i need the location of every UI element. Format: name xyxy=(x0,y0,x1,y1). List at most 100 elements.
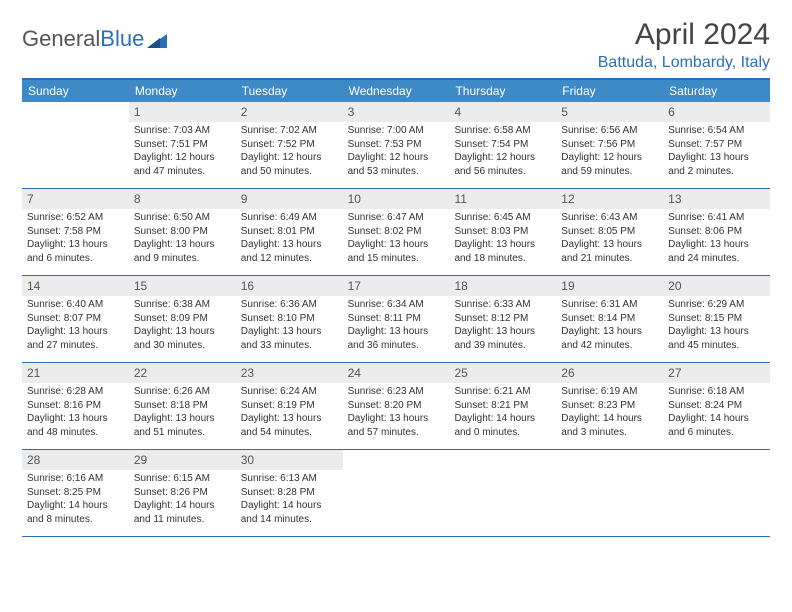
day-number: 26 xyxy=(556,363,663,383)
day-number: 27 xyxy=(663,363,770,383)
empty-cell xyxy=(449,450,556,536)
day-details: Sunrise: 6:18 AMSunset: 8:24 PMDaylight:… xyxy=(663,383,770,443)
week-row: 21Sunrise: 6:28 AMSunset: 8:16 PMDayligh… xyxy=(22,363,770,450)
day-number: 21 xyxy=(22,363,129,383)
weekday-friday: Friday xyxy=(556,80,663,102)
day-number: 13 xyxy=(663,189,770,209)
day-number: 2 xyxy=(236,102,343,122)
weekday-thursday: Thursday xyxy=(449,80,556,102)
empty-cell xyxy=(22,102,129,188)
week-row: 28Sunrise: 6:16 AMSunset: 8:25 PMDayligh… xyxy=(22,450,770,537)
day-cell: 24Sunrise: 6:23 AMSunset: 8:20 PMDayligh… xyxy=(343,363,450,449)
week-row: 7Sunrise: 6:52 AMSunset: 7:58 PMDaylight… xyxy=(22,189,770,276)
weekday-wednesday: Wednesday xyxy=(343,80,450,102)
day-number: 8 xyxy=(129,189,236,209)
logo-text-2: Blue xyxy=(100,26,144,52)
day-number: 20 xyxy=(663,276,770,296)
day-cell: 1Sunrise: 7:03 AMSunset: 7:51 PMDaylight… xyxy=(129,102,236,188)
day-details: Sunrise: 6:45 AMSunset: 8:03 PMDaylight:… xyxy=(449,209,556,269)
day-number: 24 xyxy=(343,363,450,383)
month-title: April 2024 xyxy=(598,18,770,52)
day-number: 15 xyxy=(129,276,236,296)
weekday-saturday: Saturday xyxy=(663,80,770,102)
day-cell: 3Sunrise: 7:00 AMSunset: 7:53 PMDaylight… xyxy=(343,102,450,188)
week-row: 1Sunrise: 7:03 AMSunset: 7:51 PMDaylight… xyxy=(22,102,770,189)
title-block: April 2024 Battuda, Lombardy, Italy xyxy=(598,18,770,72)
day-cell: 5Sunrise: 6:56 AMSunset: 7:56 PMDaylight… xyxy=(556,102,663,188)
day-number: 25 xyxy=(449,363,556,383)
day-cell: 29Sunrise: 6:15 AMSunset: 8:26 PMDayligh… xyxy=(129,450,236,536)
day-number: 28 xyxy=(22,450,129,470)
day-number: 22 xyxy=(129,363,236,383)
day-number: 16 xyxy=(236,276,343,296)
day-number: 23 xyxy=(236,363,343,383)
day-cell: 6Sunrise: 6:54 AMSunset: 7:57 PMDaylight… xyxy=(663,102,770,188)
day-details: Sunrise: 6:56 AMSunset: 7:56 PMDaylight:… xyxy=(556,122,663,182)
day-cell: 13Sunrise: 6:41 AMSunset: 8:06 PMDayligh… xyxy=(663,189,770,275)
location: Battuda, Lombardy, Italy xyxy=(598,54,770,72)
day-cell: 15Sunrise: 6:38 AMSunset: 8:09 PMDayligh… xyxy=(129,276,236,362)
day-number: 19 xyxy=(556,276,663,296)
day-number: 30 xyxy=(236,450,343,470)
day-number: 1 xyxy=(129,102,236,122)
weekday-monday: Monday xyxy=(129,80,236,102)
weekday-header: SundayMondayTuesdayWednesdayThursdayFrid… xyxy=(22,80,770,102)
calendar-body: 1Sunrise: 7:03 AMSunset: 7:51 PMDaylight… xyxy=(22,102,770,537)
day-details: Sunrise: 7:03 AMSunset: 7:51 PMDaylight:… xyxy=(129,122,236,182)
day-details: Sunrise: 7:00 AMSunset: 7:53 PMDaylight:… xyxy=(343,122,450,182)
day-number: 7 xyxy=(22,189,129,209)
day-details: Sunrise: 6:54 AMSunset: 7:57 PMDaylight:… xyxy=(663,122,770,182)
day-number: 29 xyxy=(129,450,236,470)
day-cell: 16Sunrise: 6:36 AMSunset: 8:10 PMDayligh… xyxy=(236,276,343,362)
day-details: Sunrise: 6:36 AMSunset: 8:10 PMDaylight:… xyxy=(236,296,343,356)
day-details: Sunrise: 6:28 AMSunset: 8:16 PMDaylight:… xyxy=(22,383,129,443)
day-number: 3 xyxy=(343,102,450,122)
day-cell: 23Sunrise: 6:24 AMSunset: 8:19 PMDayligh… xyxy=(236,363,343,449)
day-details: Sunrise: 6:34 AMSunset: 8:11 PMDaylight:… xyxy=(343,296,450,356)
day-details: Sunrise: 7:02 AMSunset: 7:52 PMDaylight:… xyxy=(236,122,343,182)
day-cell: 19Sunrise: 6:31 AMSunset: 8:14 PMDayligh… xyxy=(556,276,663,362)
day-cell: 18Sunrise: 6:33 AMSunset: 8:12 PMDayligh… xyxy=(449,276,556,362)
day-number: 4 xyxy=(449,102,556,122)
day-details: Sunrise: 6:49 AMSunset: 8:01 PMDaylight:… xyxy=(236,209,343,269)
day-cell: 14Sunrise: 6:40 AMSunset: 8:07 PMDayligh… xyxy=(22,276,129,362)
day-details: Sunrise: 6:13 AMSunset: 8:28 PMDaylight:… xyxy=(236,470,343,530)
day-details: Sunrise: 6:43 AMSunset: 8:05 PMDaylight:… xyxy=(556,209,663,269)
day-details: Sunrise: 6:33 AMSunset: 8:12 PMDaylight:… xyxy=(449,296,556,356)
calendar: SundayMondayTuesdayWednesdayThursdayFrid… xyxy=(22,78,770,537)
empty-cell xyxy=(663,450,770,536)
day-cell: 22Sunrise: 6:26 AMSunset: 8:18 PMDayligh… xyxy=(129,363,236,449)
day-details: Sunrise: 6:21 AMSunset: 8:21 PMDaylight:… xyxy=(449,383,556,443)
day-details: Sunrise: 6:50 AMSunset: 8:00 PMDaylight:… xyxy=(129,209,236,269)
day-cell: 4Sunrise: 6:58 AMSunset: 7:54 PMDaylight… xyxy=(449,102,556,188)
day-cell: 27Sunrise: 6:18 AMSunset: 8:24 PMDayligh… xyxy=(663,363,770,449)
day-cell: 12Sunrise: 6:43 AMSunset: 8:05 PMDayligh… xyxy=(556,189,663,275)
day-cell: 30Sunrise: 6:13 AMSunset: 8:28 PMDayligh… xyxy=(236,450,343,536)
weekday-sunday: Sunday xyxy=(22,80,129,102)
day-details: Sunrise: 6:26 AMSunset: 8:18 PMDaylight:… xyxy=(129,383,236,443)
day-cell: 20Sunrise: 6:29 AMSunset: 8:15 PMDayligh… xyxy=(663,276,770,362)
day-details: Sunrise: 6:40 AMSunset: 8:07 PMDaylight:… xyxy=(22,296,129,356)
week-row: 14Sunrise: 6:40 AMSunset: 8:07 PMDayligh… xyxy=(22,276,770,363)
day-details: Sunrise: 6:58 AMSunset: 7:54 PMDaylight:… xyxy=(449,122,556,182)
day-cell: 7Sunrise: 6:52 AMSunset: 7:58 PMDaylight… xyxy=(22,189,129,275)
day-cell: 2Sunrise: 7:02 AMSunset: 7:52 PMDaylight… xyxy=(236,102,343,188)
logo: GeneralBlue xyxy=(22,26,167,52)
day-cell: 8Sunrise: 6:50 AMSunset: 8:00 PMDaylight… xyxy=(129,189,236,275)
day-number: 17 xyxy=(343,276,450,296)
day-details: Sunrise: 6:31 AMSunset: 8:14 PMDaylight:… xyxy=(556,296,663,356)
logo-text-1: General xyxy=(22,26,100,52)
day-details: Sunrise: 6:15 AMSunset: 8:26 PMDaylight:… xyxy=(129,470,236,530)
day-cell: 25Sunrise: 6:21 AMSunset: 8:21 PMDayligh… xyxy=(449,363,556,449)
day-number: 9 xyxy=(236,189,343,209)
weekday-tuesday: Tuesday xyxy=(236,80,343,102)
day-cell: 11Sunrise: 6:45 AMSunset: 8:03 PMDayligh… xyxy=(449,189,556,275)
day-details: Sunrise: 6:23 AMSunset: 8:20 PMDaylight:… xyxy=(343,383,450,443)
day-cell: 17Sunrise: 6:34 AMSunset: 8:11 PMDayligh… xyxy=(343,276,450,362)
day-number: 14 xyxy=(22,276,129,296)
day-cell: 9Sunrise: 6:49 AMSunset: 8:01 PMDaylight… xyxy=(236,189,343,275)
day-number: 18 xyxy=(449,276,556,296)
day-details: Sunrise: 6:19 AMSunset: 8:23 PMDaylight:… xyxy=(556,383,663,443)
day-details: Sunrise: 6:24 AMSunset: 8:19 PMDaylight:… xyxy=(236,383,343,443)
day-number: 6 xyxy=(663,102,770,122)
